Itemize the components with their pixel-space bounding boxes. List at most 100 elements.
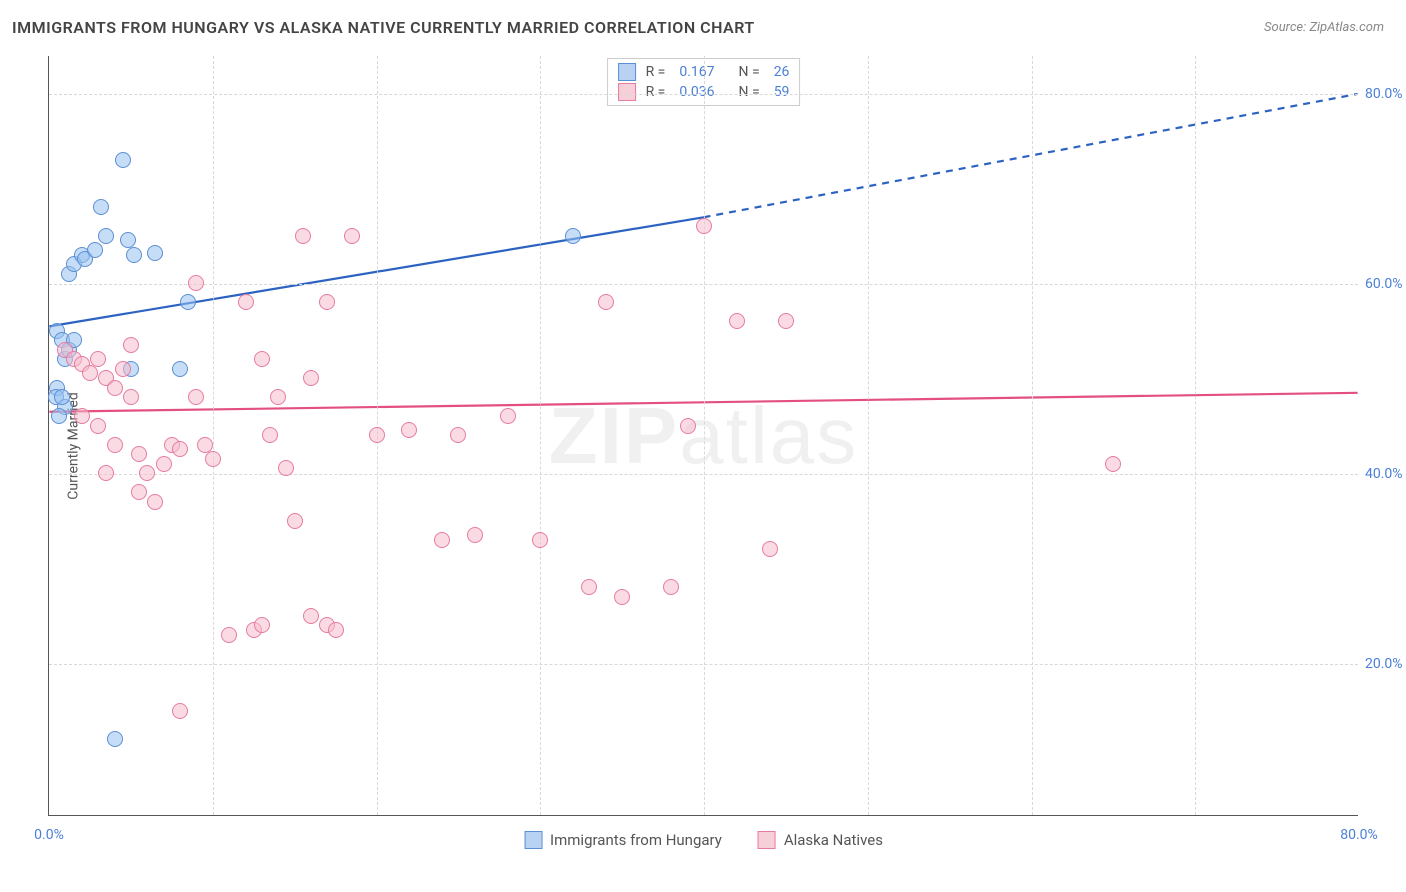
scatter-point-alaska [270,389,286,405]
scatter-point-alaska [221,627,237,643]
scatter-point-alaska [663,579,679,595]
scatter-point-hungary [98,228,114,244]
scatter-point-alaska [205,451,221,467]
source-attribution: Source: ZipAtlas.com [1264,20,1384,35]
scatter-point-hungary [93,199,109,215]
legend-n-label: N = [739,84,760,100]
scatter-point-alaska [434,532,450,548]
scatter-point-hungary [147,245,163,261]
legend-swatch [758,831,776,849]
y-tick-label: 60.0% [1365,276,1406,292]
scatter-point-alaska [254,617,270,633]
source-name: ZipAtlas.com [1309,20,1384,35]
scatter-point-hungary [54,389,70,405]
scatter-point-alaska [82,365,98,381]
scatter-point-hungary [126,247,142,263]
scatter-point-alaska [598,294,614,310]
scatter-point-alaska [500,408,516,424]
scatter-point-alaska [369,427,385,443]
legend-n-value: 59 [774,84,790,100]
scatter-point-hungary [565,228,581,244]
legend-bottom-label: Immigrants from Hungary [550,831,722,849]
scatter-point-alaska [278,460,294,476]
scatter-point-hungary [115,152,131,168]
grid-line-v [540,56,541,815]
scatter-point-alaska [172,441,188,457]
legend-swatch [524,831,542,849]
scatter-point-alaska [581,579,597,595]
scatter-point-alaska [238,294,254,310]
grid-line-v [1195,56,1196,815]
scatter-point-alaska [107,380,123,396]
y-tick-label: 80.0% [1365,86,1406,102]
scatter-point-alaska [328,622,344,638]
scatter-point-alaska [762,541,778,557]
scatter-point-alaska [115,361,131,377]
x-tick-label: 80.0% [1340,827,1378,843]
scatter-point-alaska [262,427,278,443]
scatter-point-alaska [450,427,466,443]
scatter-point-hungary [51,408,67,424]
y-tick-label: 40.0% [1365,466,1406,482]
scatter-point-alaska [156,456,172,472]
scatter-point-alaska [139,465,155,481]
legend-bottom-item: Immigrants from Hungary [524,831,722,849]
y-tick-label: 20.0% [1365,656,1406,672]
legend-r-value: 0.036 [679,84,714,100]
scatter-point-alaska [90,418,106,434]
scatter-point-alaska [680,418,696,434]
scatter-point-alaska [614,589,630,605]
scatter-point-alaska [295,228,311,244]
legend-bottom-label: Alaska Natives [784,831,883,849]
legend-bottom-item: Alaska Natives [758,831,883,849]
grid-line-v [213,56,214,815]
legend-r-label: R = [646,64,666,80]
legend-swatch [618,83,636,101]
scatter-point-alaska [188,275,204,291]
scatter-point-alaska [131,484,147,500]
scatter-point-alaska [1105,456,1121,472]
chart-container: IMMIGRANTS FROM HUNGARY VS ALASKA NATIVE… [0,0,1406,892]
scatter-point-alaska [123,337,139,353]
scatter-point-alaska [532,532,548,548]
scatter-point-alaska [344,228,360,244]
legend-swatch [618,63,636,81]
scatter-point-alaska [467,527,483,543]
scatter-point-alaska [401,422,417,438]
legend-r-value: 0.167 [679,64,714,80]
scatter-point-alaska [98,465,114,481]
scatter-point-hungary [107,731,123,747]
scatter-point-hungary [87,242,103,258]
scatter-point-alaska [172,703,188,719]
legend-n-value: 26 [774,64,790,80]
scatter-point-alaska [319,294,335,310]
scatter-point-alaska [147,494,163,510]
legend-bottom: Immigrants from Hungary Alaska Natives [524,831,883,849]
x-tick-label: 0.0% [34,827,64,843]
scatter-point-hungary [172,361,188,377]
grid-line-v [1032,56,1033,815]
legend-n-label: N = [739,64,760,80]
scatter-point-alaska [188,389,204,405]
scatter-point-alaska [74,408,90,424]
scatter-point-alaska [303,608,319,624]
chart-title: IMMIGRANTS FROM HUNGARY VS ALASKA NATIVE… [12,18,755,37]
scatter-point-alaska [729,313,745,329]
scatter-point-alaska [254,351,270,367]
source-prefix: Source: [1264,20,1309,35]
plot-area: ZIPatlas R =0.167N =26R =0.036N =59 Immi… [48,56,1358,816]
scatter-point-alaska [131,446,147,462]
watermark-rest: atlas [679,391,858,480]
watermark-bold: ZIP [549,391,679,480]
grid-line-v [704,56,705,815]
scatter-point-alaska [90,351,106,367]
legend-r-label: R = [646,84,666,100]
scatter-point-alaska [696,218,712,234]
scatter-point-alaska [107,437,123,453]
grid-line-v [868,56,869,815]
scatter-point-alaska [303,370,319,386]
scatter-point-alaska [287,513,303,529]
scatter-point-alaska [123,389,139,405]
scatter-point-alaska [778,313,794,329]
scatter-point-hungary [180,294,196,310]
